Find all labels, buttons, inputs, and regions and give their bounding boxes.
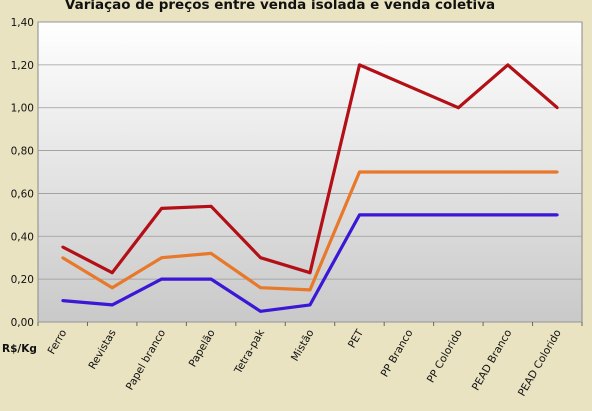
series-point [358, 213, 361, 217]
x-category-label: Tetra-pak [232, 327, 268, 377]
series-point [456, 106, 460, 110]
y-tick-label: 1,40 [11, 17, 34, 29]
series-point [456, 213, 460, 217]
x-category-label: Ferro [46, 328, 70, 357]
series-point [506, 170, 510, 174]
y-axis-ticks: 0,00 0,20 0,40 0,60 0,80 1,00 1,20 1,40 [11, 17, 34, 329]
series-point [555, 213, 559, 217]
series-point [61, 256, 65, 260]
y-tick-label: 1,00 [11, 103, 34, 115]
x-category-label: PP Branco [379, 328, 416, 380]
series-point [209, 204, 213, 208]
series-point [259, 286, 262, 290]
x-category-label: PEAD Colorido [516, 328, 564, 399]
series-point [110, 303, 114, 307]
x-category-label: PP Colorido [425, 328, 465, 385]
series-point [160, 256, 164, 260]
series-point [160, 207, 164, 210]
series-point [506, 213, 510, 217]
series-point [110, 271, 114, 275]
x-category-label: Papel branco [124, 328, 168, 393]
series-point [61, 245, 65, 249]
chart-title: Variação de preços entre venda isolada e… [65, 0, 495, 13]
x-category-label: PEAD Branco [470, 328, 515, 393]
x-category-label: Papelão [187, 328, 218, 370]
series-point [407, 170, 411, 174]
series-point [259, 256, 262, 260]
y-tick-label: 0,60 [11, 188, 34, 200]
series-point [308, 288, 312, 292]
y-tick-label: 0,40 [11, 231, 34, 243]
series-point [506, 63, 510, 67]
series-point [110, 286, 114, 290]
series-point [308, 303, 312, 307]
y-axis-label: R$/Kg [2, 343, 37, 355]
series-point [358, 170, 361, 174]
series-point [407, 213, 411, 217]
series-point [456, 170, 460, 174]
series-point [308, 271, 312, 275]
x-category-label: Revistas [86, 328, 118, 372]
series-point [407, 84, 411, 88]
series-lines [61, 63, 559, 313]
series-point [209, 252, 213, 255]
y-tick-label: 0,20 [11, 274, 34, 286]
series-point [209, 277, 213, 281]
x-category-label: Mistão [289, 328, 317, 364]
y-tick-label: 1,20 [11, 60, 34, 72]
x-category-label: PET [346, 327, 366, 350]
series-point [555, 106, 559, 110]
y-tick-label: 0,80 [11, 146, 34, 158]
series-point [555, 170, 559, 174]
series-point [358, 63, 361, 67]
series-point [259, 309, 262, 313]
series-point [61, 299, 65, 302]
x-axis-ticks: Ferro Revistas Papel branco Papelão Tetra-pa… [37, 322, 583, 399]
series-point [160, 277, 164, 281]
y-tick-label: 0,00 [11, 317, 34, 329]
